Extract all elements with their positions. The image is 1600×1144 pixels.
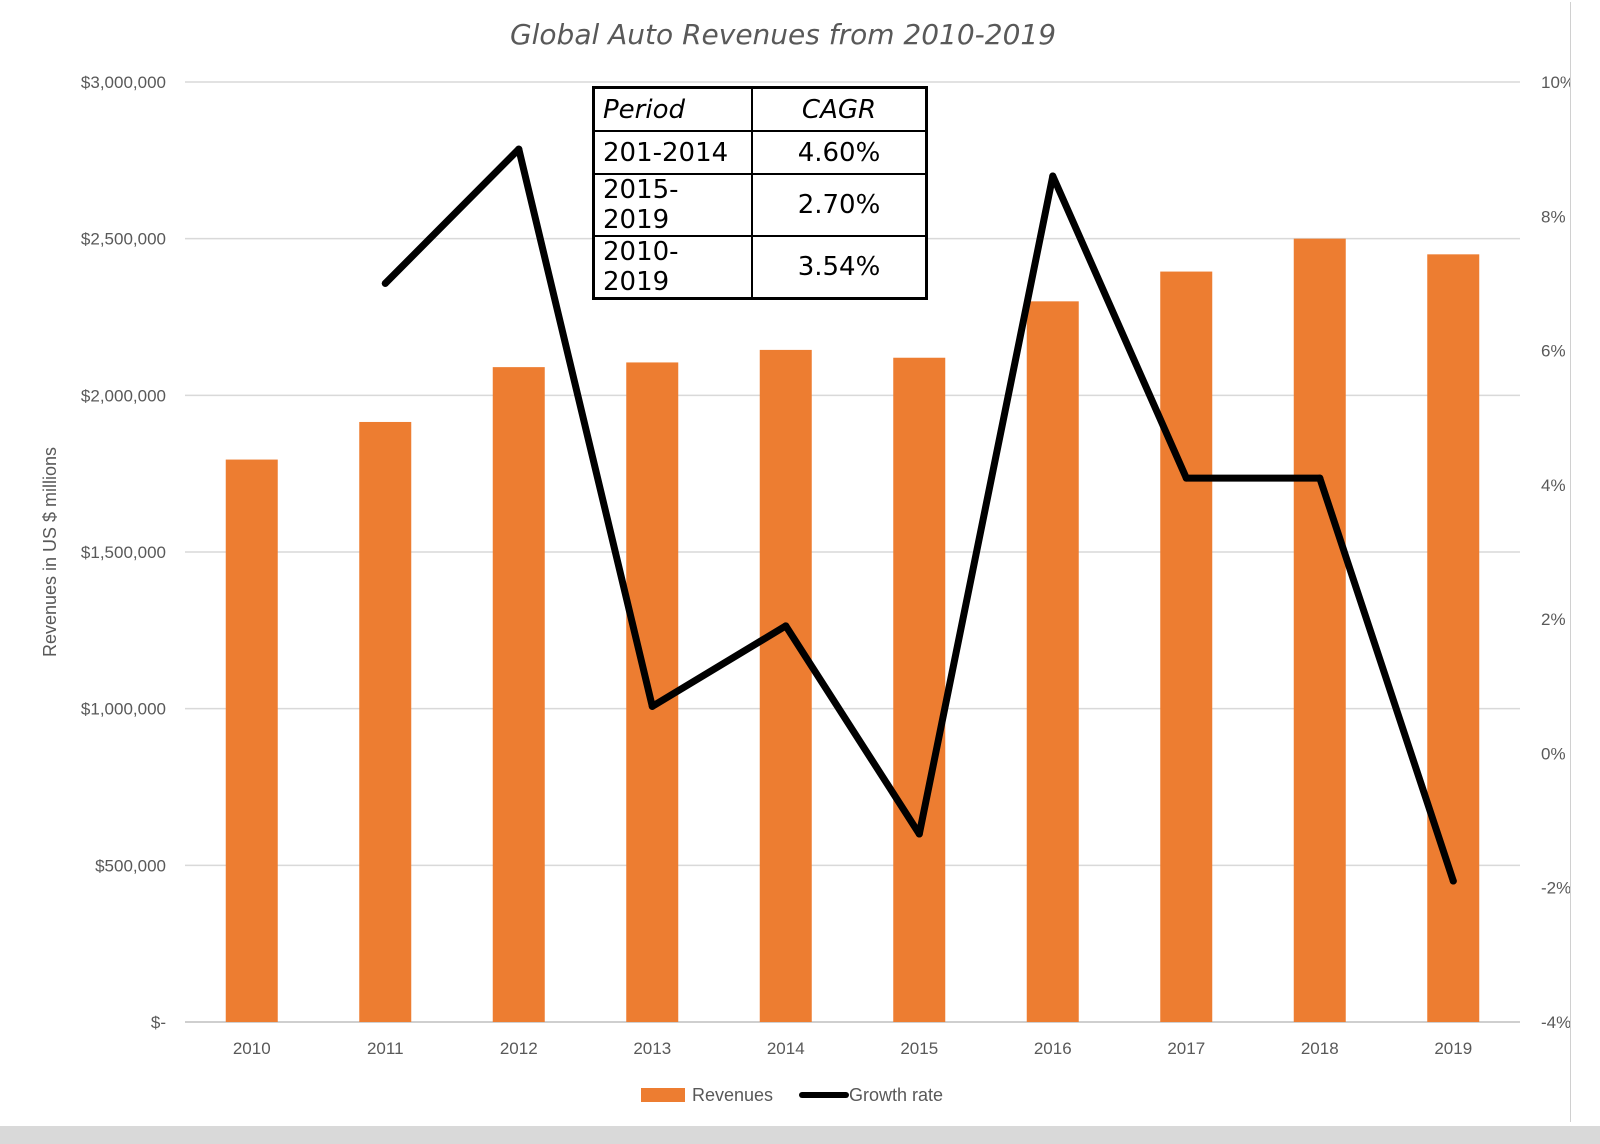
cagr-value-cell: 4.60% — [751, 130, 928, 175]
growth-rate-point — [782, 622, 790, 630]
y2-tick-label: 6% — [1541, 342, 1566, 361]
cagr-row: 201-2014 4.60% — [592, 130, 928, 175]
y2-tick-label: 2% — [1541, 610, 1566, 629]
growth-rate-point — [515, 145, 523, 153]
y2-tick-label: 0% — [1541, 744, 1566, 763]
growth-rate-point — [648, 702, 656, 710]
legend-revenues-label: Revenues — [692, 1085, 773, 1105]
growth-rate-point — [1316, 474, 1324, 482]
x-tick-label: 2011 — [367, 1039, 404, 1058]
y2-tick-label: -4% — [1541, 1013, 1570, 1032]
cagr-header-cagr: CAGR — [751, 86, 928, 132]
y-tick-label: $500,000 — [95, 856, 166, 875]
x-tick-label: 2018 — [1301, 1039, 1339, 1058]
y-tick-label: $2,500,000 — [81, 230, 166, 249]
cagr-row: 2010-2019 3.54% — [592, 235, 928, 300]
x-tick-label: 2019 — [1434, 1039, 1472, 1058]
chart-title: Global Auto Revenues from 2010-2019 — [510, 18, 1056, 51]
legend-growth-label: Growth rate — [849, 1085, 943, 1105]
x-tick-label: 2014 — [767, 1039, 805, 1058]
growth-rate-point — [915, 830, 923, 838]
x-tick-label: 2015 — [900, 1039, 938, 1058]
revenue-bar — [1160, 271, 1213, 1023]
legend-revenues-swatch — [641, 1088, 685, 1102]
x-tick-label: 2017 — [1167, 1039, 1205, 1058]
y-tick-label: $1,000,000 — [81, 700, 166, 719]
revenue-bar — [1427, 254, 1480, 1023]
x-tick-label: 2013 — [633, 1039, 671, 1058]
revenue-bar — [1026, 301, 1079, 1022]
cagr-period-cell: 201-2014 — [592, 130, 753, 175]
cagr-row: 2015-2019 2.70% — [592, 173, 928, 237]
y-tick-label: $2,000,000 — [81, 386, 166, 405]
x-tick-label: 2010 — [233, 1039, 271, 1058]
revenue-bar — [225, 459, 278, 1023]
x-tick-label: 2012 — [500, 1039, 538, 1058]
cagr-period-cell: 2015-2019 — [592, 173, 753, 237]
revenue-bar — [492, 367, 545, 1023]
x-tick-label: 2016 — [1034, 1039, 1072, 1058]
growth-rate-point — [381, 279, 389, 287]
window-bottom-edge — [0, 1126, 1600, 1144]
revenue-bar — [759, 349, 812, 1022]
y2-tick-label: 8% — [1541, 207, 1566, 226]
chart-svg: Global Auto Revenues from 2010-2019 $- $50… — [40, 18, 1570, 1105]
growth-rate-point — [1049, 172, 1057, 180]
cagr-table: Period CAGR 201-2014 4.60% 2015-2019 2.7… — [592, 86, 928, 300]
y-tick-label: $1,500,000 — [81, 543, 166, 562]
cagr-header-row: Period CAGR — [592, 86, 928, 132]
revenue-bar — [359, 421, 412, 1022]
revenue-bar — [1293, 238, 1346, 1022]
cagr-period-cell: 2010-2019 — [592, 235, 753, 300]
chart-area: Global Auto Revenues from 2010-2019 $- $50… — [4, 2, 1571, 1122]
y2-tick-label: -2% — [1541, 879, 1570, 898]
growth-rate-point — [1182, 474, 1190, 482]
y2-tick-label: 10% — [1541, 73, 1570, 92]
cagr-value-cell: 3.54% — [751, 235, 928, 300]
y2-tick-label: 4% — [1541, 476, 1566, 495]
cagr-header-period: Period — [592, 86, 753, 132]
y-tick-label: $- — [151, 1013, 166, 1032]
growth-rate-point — [1449, 877, 1457, 885]
y-tick-label: $3,000,000 — [81, 73, 166, 92]
revenue-bar — [893, 357, 946, 1022]
cagr-value-cell: 2.70% — [751, 173, 928, 237]
y-axis-title: Revenues in US $ millions — [40, 447, 60, 657]
